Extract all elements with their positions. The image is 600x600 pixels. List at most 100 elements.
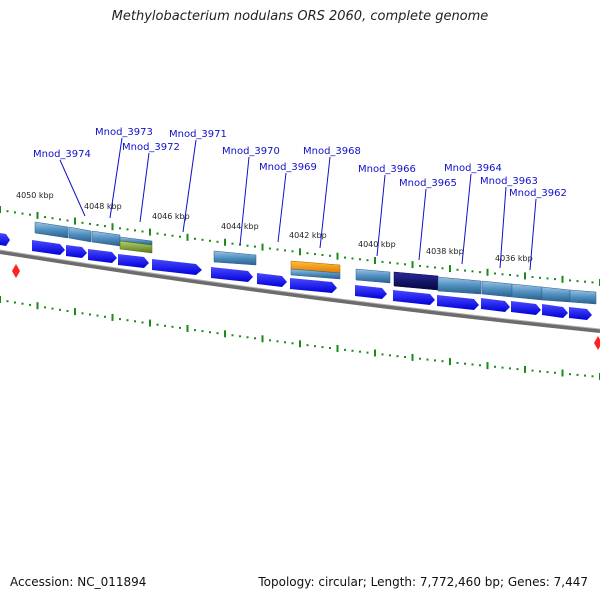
minor-tick [66, 219, 69, 222]
minor-tick [441, 267, 444, 270]
minor-tick [6, 300, 9, 303]
minor-tick [126, 228, 129, 231]
major-tick [111, 313, 114, 321]
gene-label[interactable]: Mnod_3972 [122, 142, 180, 153]
feature-box-green[interactable] [119, 240, 153, 254]
minor-tick [569, 373, 571, 376]
feature-box-navy[interactable] [393, 271, 439, 291]
cds-arrow[interactable] [118, 254, 149, 268]
minor-tick [216, 332, 219, 335]
minor-tick [591, 281, 594, 284]
minor-tick [314, 253, 316, 256]
feature-box[interactable] [511, 283, 543, 301]
feature-box[interactable] [481, 280, 513, 298]
minor-tick [584, 374, 586, 377]
minor-tick [479, 271, 481, 274]
minor-tick [389, 354, 391, 357]
cds-arrow[interactable] [152, 259, 202, 275]
gene-label[interactable]: Mnod_3970 [222, 146, 280, 157]
feature-box[interactable] [91, 230, 121, 247]
minor-tick [426, 358, 429, 361]
major-tick [299, 340, 301, 348]
minor-tick [456, 361, 459, 364]
major-tick [561, 275, 564, 283]
cds-arrow[interactable] [88, 249, 117, 263]
feature-box[interactable] [569, 289, 597, 305]
gene-label[interactable]: Mnod_3963 [480, 176, 538, 187]
minor-tick [246, 336, 249, 339]
minor-tick [456, 268, 459, 271]
minor-tick [59, 308, 61, 311]
leader-line [319, 156, 331, 249]
minor-tick [366, 351, 369, 354]
minor-tick [231, 242, 234, 245]
minor-tick [321, 254, 324, 256]
minor-tick [276, 248, 279, 251]
minor-tick [216, 240, 219, 243]
cds-arrow[interactable] [511, 301, 541, 315]
major-tick [186, 325, 189, 332]
cds-arrow[interactable] [393, 290, 435, 305]
minor-tick [81, 312, 84, 315]
minor-tick [576, 373, 579, 376]
feature-box[interactable] [355, 268, 391, 284]
gene-label[interactable]: Mnod_3974 [33, 149, 91, 160]
major-tick [561, 369, 564, 377]
minor-tick [419, 357, 421, 360]
cds-arrow[interactable] [542, 304, 568, 318]
gene-label[interactable]: Mnod_3971 [169, 129, 227, 140]
minor-tick [119, 227, 121, 230]
cds-arrow[interactable] [290, 278, 337, 293]
feature-box[interactable] [437, 276, 482, 295]
minor-tick [126, 319, 129, 322]
cds-arrow[interactable] [211, 267, 253, 282]
cds-arrow[interactable] [257, 273, 287, 287]
minor-tick [359, 258, 361, 261]
feature-box[interactable] [34, 221, 69, 239]
gene-label[interactable]: Mnod_3968 [303, 146, 361, 157]
cds-arrow[interactable] [66, 245, 87, 258]
minor-tick [156, 323, 159, 326]
cds-arrow[interactable] [437, 295, 479, 310]
major-tick [0, 296, 1, 303]
minor-tick [321, 346, 324, 349]
major-tick [186, 233, 189, 241]
minor-tick [306, 344, 309, 347]
minor-tick [291, 342, 294, 345]
scale-label: 4046 kbp [152, 212, 190, 221]
minor-tick [306, 252, 309, 255]
cds-arrow[interactable] [569, 307, 592, 320]
scale-label: 4040 kbp [358, 240, 396, 249]
minor-tick [501, 366, 504, 369]
gene-label[interactable]: Mnod_3965 [399, 178, 457, 189]
gene-label[interactable]: Mnod_3962 [509, 188, 567, 199]
cds-arrow[interactable] [481, 298, 510, 312]
gene-label[interactable]: Mnod_3964 [444, 163, 502, 174]
major-tick [299, 248, 301, 256]
feature-box[interactable] [290, 268, 341, 280]
feature-box[interactable] [68, 226, 92, 243]
terminus-marker [594, 336, 600, 350]
topology-text: Topology: circular; Length: 7,772,460 bp… [258, 575, 588, 589]
feature-box[interactable] [213, 250, 257, 266]
minor-tick [576, 280, 579, 283]
feature-box[interactable] [541, 286, 571, 303]
minor-tick [246, 244, 249, 247]
cds-arrow[interactable] [355, 285, 387, 299]
minor-tick [344, 348, 346, 351]
scale-labels: 4050 kbp 4048 kbp 4046 kbp 4044 kbp 4042… [16, 191, 533, 263]
gene-label[interactable]: Mnod_3966 [358, 164, 416, 175]
major-tick [449, 265, 451, 273]
minor-tick [51, 307, 54, 310]
leader-line [418, 188, 427, 261]
minor-tick [509, 274, 511, 276]
gene-label[interactable]: Mnod_3973 [95, 127, 153, 138]
gene-label[interactable]: Mnod_3969 [259, 162, 317, 173]
minor-tick [494, 365, 496, 368]
major-tick [224, 330, 226, 338]
cds-arrow[interactable] [32, 240, 65, 255]
genome-title: Methylobacterium nodulans ORS 2060, comp… [111, 9, 489, 24]
minor-tick [134, 229, 136, 232]
minor-tick [531, 276, 534, 279]
cds-arrow[interactable] [0, 233, 10, 246]
